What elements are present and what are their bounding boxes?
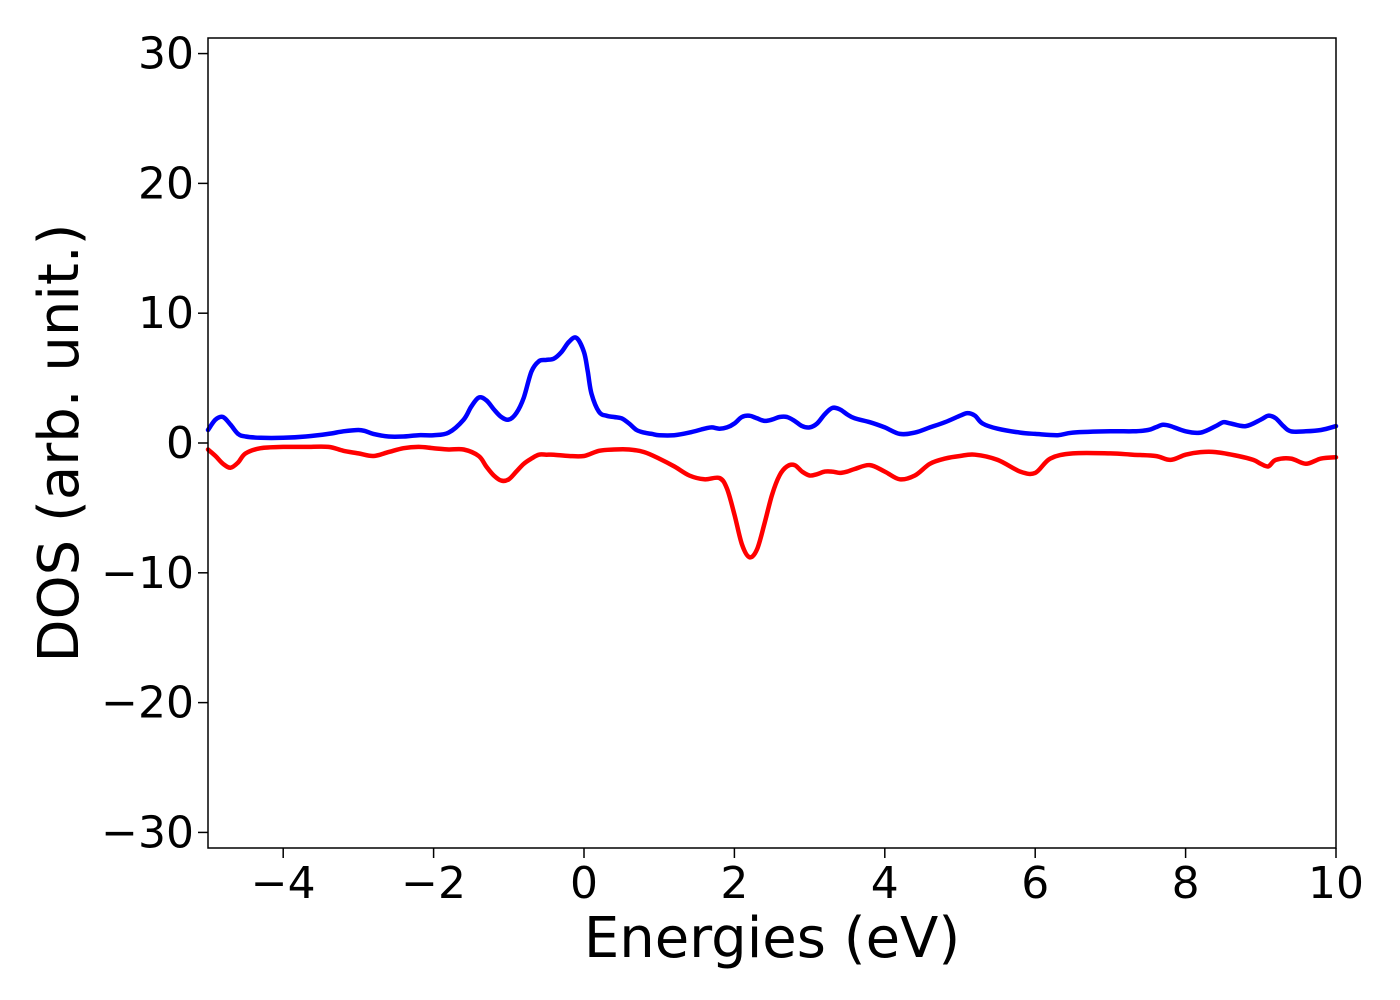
y-axis: −30 −20 −10 0 10 20 30 xyxy=(101,29,208,858)
x-tick-label: 4 xyxy=(871,858,899,909)
x-tick-label: −4 xyxy=(251,858,316,909)
y-tick-label: 30 xyxy=(138,29,194,80)
y-tick-label: −20 xyxy=(101,678,194,729)
y-axis-title: DOS (arb. unit.) xyxy=(27,223,92,662)
series-line-1 xyxy=(205,335,1339,441)
x-tick-label: 0 xyxy=(570,858,598,909)
plot-area xyxy=(208,38,1336,848)
x-tick-label: 10 xyxy=(1308,858,1364,909)
x-tick-label: 2 xyxy=(720,858,748,909)
y-tick-label: 0 xyxy=(166,418,194,469)
x-axis-title: Energies (eV) xyxy=(584,906,960,971)
y-tick-label: 20 xyxy=(138,158,194,209)
y-tick-label: −10 xyxy=(101,548,194,599)
y-tick-label: 10 xyxy=(138,288,194,339)
series-line-2 xyxy=(205,444,1339,560)
x-tick-label: −2 xyxy=(401,858,466,909)
plot-frame xyxy=(207,37,1337,849)
x-tick-label: 8 xyxy=(1172,858,1200,909)
y-tick-label: −30 xyxy=(101,807,194,858)
series-group xyxy=(205,335,1339,560)
x-axis: −4 −2 0 2 4 6 8 10 xyxy=(251,848,1364,909)
x-tick-label: 6 xyxy=(1021,858,1049,909)
